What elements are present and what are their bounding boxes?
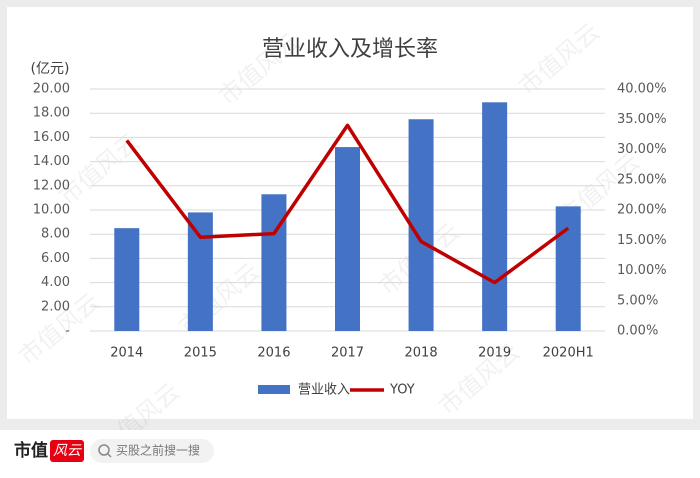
footer-logo: 市值 [14, 440, 48, 461]
bar [555, 206, 581, 331]
legend-label: 营业收入 [298, 383, 350, 398]
y2-tick-label: 10.00% [617, 263, 667, 278]
y-axis-label: (亿元) [31, 61, 70, 77]
y-tick-label: 12.00 [33, 178, 70, 193]
x-tick-label: 2018 [405, 346, 438, 361]
bar [334, 147, 361, 331]
x-tick-label: 2015 [184, 346, 217, 361]
y2-tick-label: 0.00% [617, 324, 658, 339]
y-tick-label: 14.00 [33, 154, 70, 169]
y-tick-label: 8.00 [41, 227, 70, 242]
y2-tick-label: 5.00% [617, 293, 658, 308]
footer-badge-bg [50, 440, 84, 462]
search-placeholder: 买股之前搜一搜 [116, 443, 200, 458]
line [125, 123, 570, 285]
y2-tick-label: 30.00% [617, 142, 667, 157]
y2-tick-label: 40.00% [617, 82, 667, 97]
x-tick-label: 2014 [110, 346, 143, 361]
search-box[interactable] [90, 439, 214, 463]
y-tick-label: 18.00 [33, 106, 70, 121]
y-tick-label: 10.00 [33, 203, 70, 218]
search-icon [98, 444, 110, 456]
bar [482, 102, 508, 331]
y-tick-label: 2.00 [41, 299, 70, 314]
footer-badge: 风云 [53, 443, 82, 459]
legend-swatch [258, 385, 290, 394]
y-tick-label: 20.00 [33, 82, 70, 97]
x-tick-label: 2017 [331, 346, 364, 361]
y2-tick-label: 35.00% [617, 112, 667, 127]
y2-tick-label: 20.00% [617, 203, 667, 218]
x-tick-label: 2016 [257, 346, 290, 361]
y2-tick-label: 15.00% [617, 233, 667, 248]
bar [114, 228, 140, 331]
legend-label: YOY [389, 383, 415, 398]
y-tick-label: 16.00 [33, 130, 70, 145]
x-tick-label: 2019 [478, 346, 511, 361]
bar [187, 212, 213, 331]
y-tick-label: 4.00 [41, 275, 70, 290]
y-tick-label: 6.00 [41, 251, 70, 266]
bar [261, 194, 287, 331]
x-tick-label: 2020H1 [543, 346, 594, 361]
y2-tick-label: 25.00% [617, 172, 667, 187]
chart-title: 营业收入及增长率 [262, 37, 438, 62]
y-tick-label: - [65, 324, 70, 339]
search-icon-handle [107, 453, 112, 458]
